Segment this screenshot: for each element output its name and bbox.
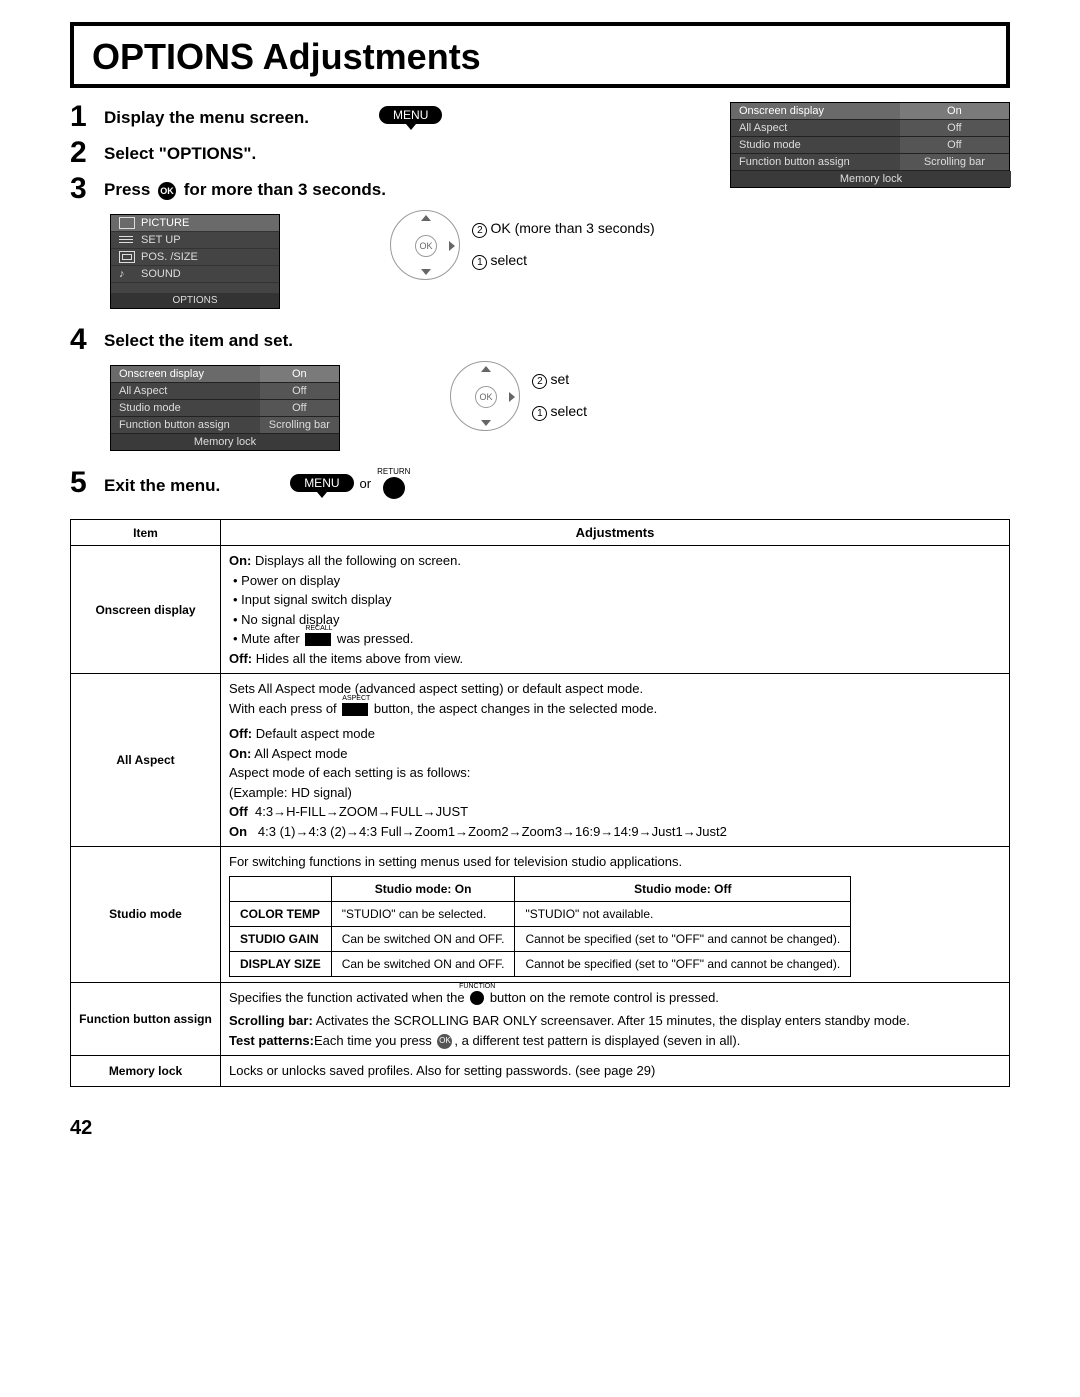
row-memory-lock: Memory lock [71,1056,221,1087]
osd-main-menu: PICTURE SET UP POS. /SIZE SOUND OPTIONS [110,214,280,309]
exit-buttons: MENU or RETURN [290,467,410,499]
row-function-button: Function button assign [71,982,221,1056]
ok-icon: OK [158,182,176,200]
ok-mini-icon: OK [437,1034,452,1049]
aspect-button-icon [342,703,368,716]
step-3-text: Press OK for more than 3 seconds. [104,174,386,200]
step-2-num: 2 [70,138,104,168]
step-3-num: 3 [70,174,104,204]
menu-button-icon: MENU [379,106,442,124]
step-4-num: 4 [70,325,104,355]
studio-subtable: Studio mode: OnStudio mode: Off COLOR TE… [229,876,851,977]
function-button-icon [470,991,484,1005]
adjustments-table: Item Adjustments Onscreen display On: Di… [70,519,1010,1087]
return-button-icon [383,477,405,499]
nav-wheel-1: OK 2OK (more than 3 seconds) 1select [390,210,655,280]
step-1-text: Display the menu screen. [104,102,309,128]
step-5-text: Exit the menu. [104,470,220,496]
row-all-aspect: All Aspect [71,674,221,847]
page-number: 42 [70,1117,1010,1140]
step-5-num: 5 [70,468,104,498]
osd-options-menu: Onscreen displayOn All AspectOff Studio … [110,365,340,451]
nav-wheel-2: OK 2set 1select [450,361,587,431]
row-studio-mode: Studio mode [71,847,221,983]
th-adjustments: Adjustments [221,520,1010,546]
osd-preview-top: Onscreen displayOn All AspectOff Studio … [730,102,1010,188]
step-4-text: Select the item and set. [104,325,293,351]
row-onscreen-display: Onscreen display [71,546,221,674]
step-2-text: Select "OPTIONS". [104,138,256,164]
step-1-num: 1 [70,102,104,132]
th-item: Item [71,520,221,546]
recall-button-icon [305,633,331,646]
page-title: OPTIONS Adjustments [92,36,988,78]
